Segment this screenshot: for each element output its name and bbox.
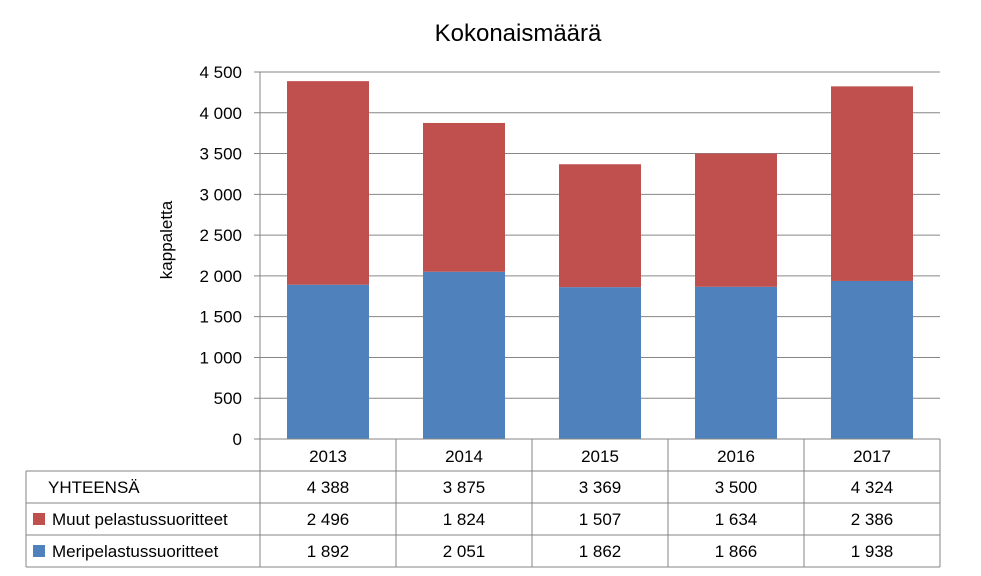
y-tick-label: 0 <box>233 430 242 449</box>
data-label-yhteensa: 3 369 <box>579 478 622 497</box>
x-tick-label: 2015 <box>581 447 619 466</box>
data-label-yhteensa: 3 875 <box>443 478 486 497</box>
data-label-yhteensa: 4 388 <box>307 478 350 497</box>
x-tick-label: 2014 <box>445 447 483 466</box>
y-tick-label: 1 000 <box>199 348 242 367</box>
data-label-muut: 1 824 <box>443 510 486 529</box>
bar-muut-2016 <box>695 153 777 287</box>
data-label-yhteensa: 3 500 <box>715 478 758 497</box>
bar-muut-2015 <box>559 164 641 288</box>
chart-title: Kokonaismäärä <box>435 20 602 47</box>
data-label-meripelastus: 1 892 <box>307 542 350 561</box>
data-label-meripelastus: 1 862 <box>579 542 622 561</box>
bar-meripelastus-2016 <box>695 286 777 439</box>
data-label-muut: 2 496 <box>307 510 350 529</box>
legend-label-meripelastus: Meripelastussuoritteet <box>52 542 219 561</box>
data-label-meripelastus: 1 938 <box>851 542 894 561</box>
data-label-muut: 2 386 <box>851 510 894 529</box>
bar-muut-2014 <box>423 122 505 272</box>
y-tick-label: 4 000 <box>199 104 242 123</box>
legend-label-yhteensa: YHTEENSÄ <box>48 478 140 497</box>
x-tick-label: 2017 <box>853 447 891 466</box>
data-label-muut: 1 507 <box>579 510 622 529</box>
x-tick-label: 2013 <box>309 447 347 466</box>
y-tick-label: 2 500 <box>199 226 242 245</box>
y-tick-label: 500 <box>214 389 242 408</box>
bar-meripelastus-2014 <box>423 271 505 439</box>
bar-meripelastus-2015 <box>559 287 641 439</box>
data-label-meripelastus: 1 866 <box>715 542 758 561</box>
bar-muut-2013 <box>287 81 369 285</box>
legend-key-meripelastus <box>33 545 45 557</box>
y-tick-label: 1 500 <box>199 308 242 327</box>
legend-label-muut: Muut pelastussuoritteet <box>52 510 228 529</box>
y-axis-label: kappaletta <box>157 200 176 279</box>
y-tick-label: 3 500 <box>199 145 242 164</box>
legend-key-muut <box>33 513 45 525</box>
y-tick-label: 2 000 <box>199 267 242 286</box>
data-label-muut: 1 634 <box>715 510 758 529</box>
bar-meripelastus-2013 <box>287 284 369 439</box>
bar-muut-2017 <box>831 86 913 281</box>
data-label-meripelastus: 2 051 <box>443 542 486 561</box>
data-label-yhteensa: 4 324 <box>851 478 894 497</box>
x-tick-label: 2016 <box>717 447 755 466</box>
y-tick-label: 4 500 <box>199 63 242 82</box>
y-tick-label: 3 000 <box>199 185 242 204</box>
bar-meripelastus-2017 <box>831 280 913 439</box>
